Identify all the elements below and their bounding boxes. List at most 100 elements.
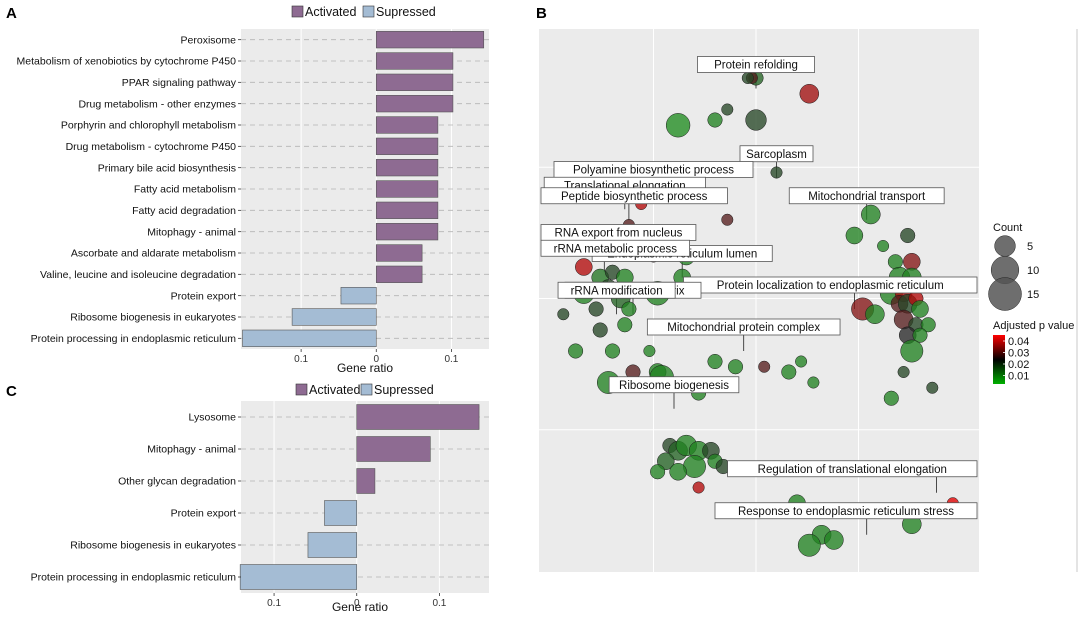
bubble-point-2 bbox=[741, 72, 754, 84]
bubble-point-53 bbox=[903, 253, 921, 271]
bubble-point-51 bbox=[877, 240, 890, 252]
panelA-bar-mitophagy-animal bbox=[375, 223, 439, 241]
color-legend-tick-1: 0.03 bbox=[1008, 348, 1029, 360]
panel-c-bar-chart: Lysosome Mitophagy - animal Other glycan d… bbox=[31, 383, 489, 614]
bubble-point-89 bbox=[824, 530, 844, 550]
panel-b-term-labels: Protein refolding Sarcoplasm Polyamine bio… bbox=[540, 56, 978, 520]
label-polyamine-biosynthetic-process: Polyamine biosynthetic process bbox=[573, 165, 734, 177]
label-box-mitochondrial-transport bbox=[788, 187, 945, 205]
panelA-bar-drug-metabolism-other-enzymes bbox=[375, 95, 454, 113]
bubble-point-49 bbox=[845, 226, 864, 245]
size-legend-label-5: 5 bbox=[1027, 241, 1033, 253]
panelA-category-label-ppar-signaling-pathway: PPAR signaling pathway bbox=[122, 77, 237, 89]
color-legend-title: Adjusted p value bbox=[993, 320, 1074, 332]
panel-c-x-axis-title: Gene ratio bbox=[332, 600, 388, 614]
panelC-category-label-other-glycan-degradation: Other glycan degradation bbox=[118, 476, 236, 488]
bubble-point-50 bbox=[900, 227, 916, 244]
legend-c-suppressed-swatch bbox=[360, 383, 373, 396]
size-legend-label-15: 15 bbox=[1027, 289, 1039, 301]
color-legend-tick-3: 0.01 bbox=[1008, 371, 1029, 383]
bubble-point-68 bbox=[912, 327, 928, 343]
panelC-category-label-lysosome: Lysosome bbox=[189, 412, 237, 424]
bubble-point-30 bbox=[557, 308, 570, 321]
panelC-bar-protein-processing-in-endoplasmic-reticulum bbox=[239, 564, 358, 590]
bubble-point-52 bbox=[887, 254, 903, 270]
panelA-bar-protein-processing-in-endoplasmic-reticulum bbox=[242, 329, 377, 347]
bubble-point-42 bbox=[758, 360, 771, 373]
panelC-bar-mitophagy-animal bbox=[356, 436, 431, 462]
bubble-point-70 bbox=[897, 366, 910, 378]
panelA-category-label-peroxisome: Peroxisome bbox=[181, 34, 237, 46]
panelA-tick-label-1: 0 bbox=[373, 354, 379, 365]
panelA-tick-label-2: 0.1 bbox=[444, 354, 458, 365]
legend-c-suppressed-label: Supressed bbox=[374, 383, 434, 397]
bubble-point-25 bbox=[588, 301, 604, 317]
label-box-rrna-modification bbox=[557, 281, 676, 299]
bubble-point-33 bbox=[568, 343, 584, 359]
panel-a-x-axis-title: Gene ratio bbox=[337, 361, 393, 375]
label-sarcoplasm: Sarcoplasm bbox=[746, 149, 807, 161]
bubble-point-32 bbox=[617, 317, 633, 333]
panelC-tick-label-0: 0.1 bbox=[267, 598, 281, 609]
bubble-point-90 bbox=[797, 533, 821, 557]
bubble-point-44 bbox=[795, 355, 808, 368]
panelA-bar-ppar-signaling-pathway bbox=[375, 73, 454, 91]
color-legend-gradient-bar bbox=[993, 335, 1005, 384]
label-rna-export-from-nucleus: RNA export from nucleus bbox=[555, 228, 683, 240]
panel-a-bar-chart: Peroxisome Metabolism of xenobiotics by c… bbox=[17, 5, 489, 375]
panelA-category-label-ribosome-biogenesis-in-eukaryotes: Ribosome biogenesis in eukaryotes bbox=[70, 312, 236, 324]
label-peptide-biosynthetic-process: Peptide biosynthetic process bbox=[561, 191, 708, 203]
panelC-bar-lysosome bbox=[356, 404, 480, 430]
panel-letter-b: B bbox=[536, 5, 547, 22]
bubble-point-31 bbox=[592, 322, 608, 338]
label-protein-localization-to-endoplasmic-reticulum: Protein localization to endoplasmic reti… bbox=[717, 280, 944, 292]
panelA-category-label-protein-export: Protein export bbox=[171, 290, 236, 302]
panelA-category-label-ascorbate-and-aldarate-metabolism: Ascorbate and aldarate metabolism bbox=[71, 248, 236, 260]
panelC-tick-label-1: 0 bbox=[354, 598, 360, 609]
bubble-point-72 bbox=[926, 381, 939, 394]
panelC-category-label-ribosome-biogenesis-in-eukaryotes: Ribosome biogenesis in eukaryotes bbox=[70, 540, 236, 552]
panel-a-bars bbox=[242, 31, 485, 347]
label-rrna-metabolic-process: rRNA metabolic process bbox=[554, 243, 678, 255]
panelA-bar-porphyrin-and-chlorophyll-metabolism bbox=[375, 116, 439, 134]
bubble-point-26 bbox=[621, 301, 637, 317]
bubble-point-6 bbox=[707, 112, 723, 128]
size-legend-label-10: 10 bbox=[1027, 265, 1039, 277]
legend-a-suppressed-swatch bbox=[362, 5, 375, 18]
panel-c-category-labels: Lysosome Mitophagy - animal Other glycan d… bbox=[31, 412, 241, 584]
panelC-category-label-protein-processing-in-endoplasmic-reticulum: Protein processing in endoplasmic reticu… bbox=[31, 572, 237, 584]
panelC-tick-label-2: 0.1 bbox=[432, 598, 446, 609]
bubble-point-41 bbox=[727, 359, 744, 375]
panelC-bar-other-glycan-degradation bbox=[356, 468, 376, 494]
legend-a-activated-swatch bbox=[291, 5, 304, 18]
bubble-point-45 bbox=[807, 376, 820, 389]
label-box-ribosome-biogenesis bbox=[608, 376, 740, 394]
label-box-protein-refolding bbox=[697, 56, 815, 73]
panelA-bar-peroxisome bbox=[375, 31, 485, 49]
panel-c-bars bbox=[239, 404, 480, 590]
panelC-bar-ribosome-biogenesis-in-eukaryotes bbox=[307, 532, 358, 558]
panelA-category-label-porphyrin-and-chlorophyll-metabolism: Porphyrin and chlorophyll metabolism bbox=[61, 120, 236, 132]
panelA-category-label-valine-leucine-and-isoleucine-degradation: Valine, leucine and isoleucine degradati… bbox=[40, 269, 236, 281]
panelA-tick-label-0: 0.1 bbox=[294, 354, 308, 365]
bubble-point-66 bbox=[920, 317, 936, 333]
legend-c-activated-label: Activated bbox=[309, 383, 360, 397]
panelA-bar-primary-bile-acid-biosynthesis bbox=[375, 159, 439, 177]
panelA-bar-protein-export bbox=[340, 287, 377, 305]
bubble-point-18 bbox=[575, 258, 593, 276]
label-regulation-of-translational-elongation: Regulation of translational elongation bbox=[758, 464, 947, 476]
panel-c-legend: Activated Supressed bbox=[295, 383, 434, 397]
panelA-category-label-protein-processing-in-endoplasmic-reticulum: Protein processing in endoplasmic reticu… bbox=[31, 333, 237, 345]
bubble-point-69 bbox=[900, 339, 924, 363]
label-box-sarcoplasm bbox=[739, 145, 814, 163]
size-legend-circle-15 bbox=[988, 277, 1022, 311]
bubble-point-81 bbox=[669, 463, 687, 481]
bubble-point-34 bbox=[604, 343, 621, 359]
size-legend-items: 5 10 15 bbox=[988, 235, 1039, 311]
bubble-point-63 bbox=[865, 304, 885, 324]
panelA-category-label-drug-metabolism-cytochrome-p450: Drug metabolism - cytochrome P450 bbox=[66, 141, 237, 153]
color-legend-tick-0: 0.04 bbox=[1008, 336, 1029, 348]
bubble-point-3 bbox=[799, 84, 820, 104]
panelA-category-label-fatty-acid-degradation: Fatty acid degradation bbox=[132, 205, 236, 217]
panel-b-color-legend: Adjusted p value 0.040.030.020.01 bbox=[993, 320, 1074, 384]
